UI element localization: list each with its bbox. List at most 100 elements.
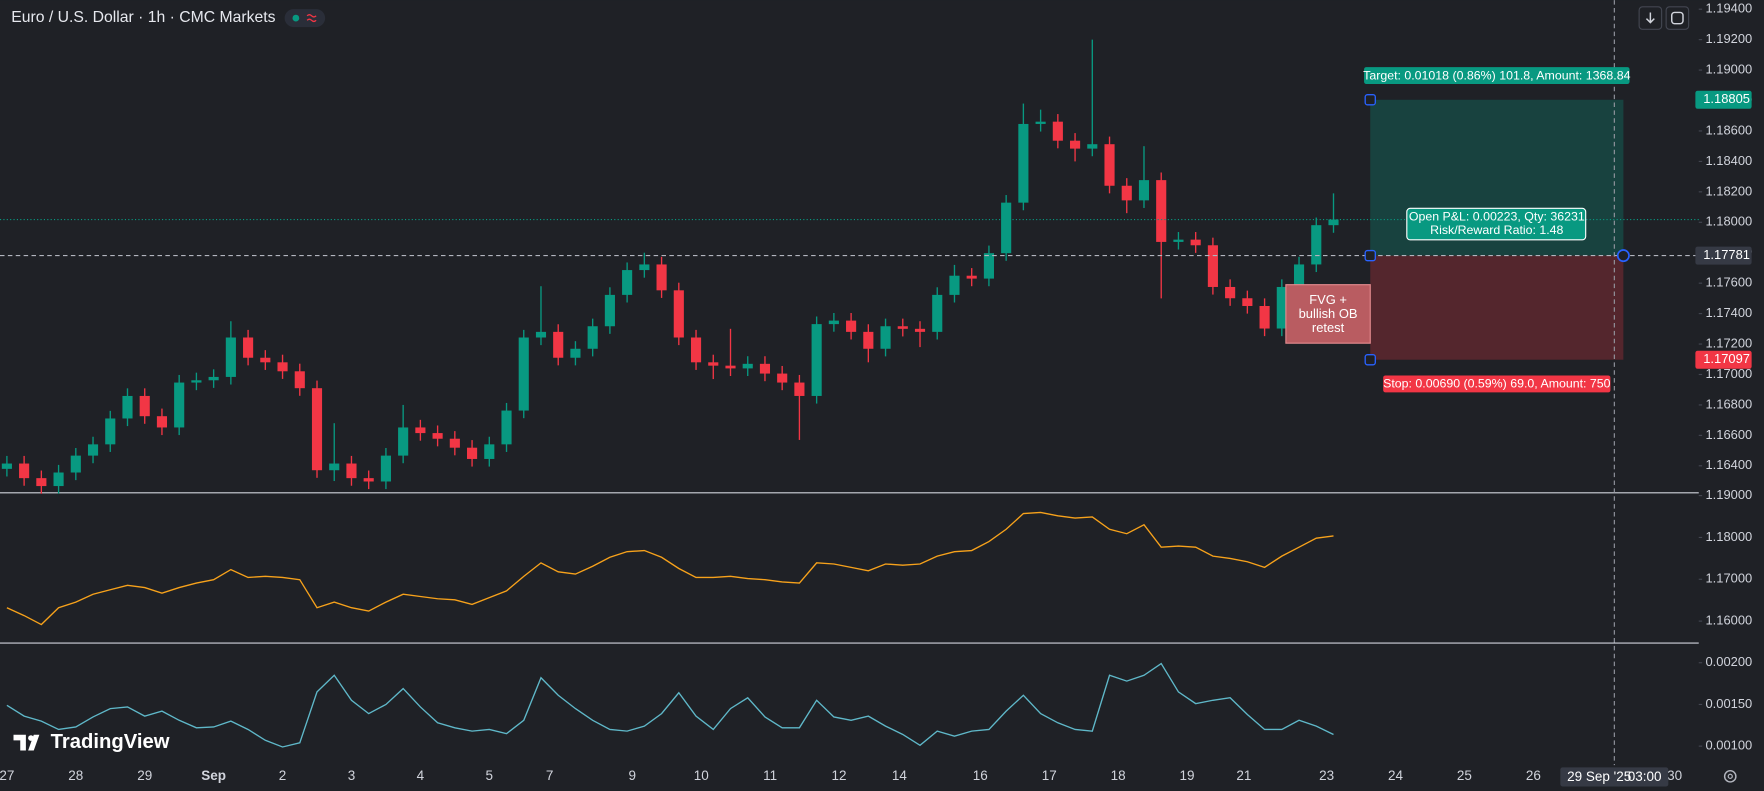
candle-body bbox=[1035, 121, 1046, 124]
annotation-text: retest bbox=[1312, 320, 1345, 335]
candle-body bbox=[708, 362, 719, 366]
candle-body bbox=[587, 326, 598, 349]
target-price-bg bbox=[1695, 90, 1752, 109]
x-tick-label: 16 bbox=[973, 768, 988, 783]
target-price-label: 1.18805 bbox=[1703, 91, 1750, 106]
x-tick-label: Sep bbox=[201, 768, 226, 783]
fullscreen-icon bbox=[1671, 11, 1684, 25]
candle-body bbox=[1173, 239, 1184, 242]
candle-body bbox=[656, 264, 667, 291]
crosshair-date: 29 Sep '25 bbox=[1567, 769, 1631, 784]
settings-button[interactable] bbox=[1723, 769, 1737, 783]
y-tick-label: 1.19200 bbox=[1706, 31, 1753, 46]
candle-body bbox=[518, 337, 529, 411]
candle-body bbox=[983, 253, 994, 279]
y-tick-label: 1.17200 bbox=[1706, 335, 1753, 350]
x-tick-label: 2 bbox=[279, 768, 287, 783]
candle-body bbox=[1259, 305, 1270, 329]
y-tick-label: 1.16800 bbox=[1706, 396, 1753, 411]
x-tick-label: 18 bbox=[1111, 768, 1126, 783]
x-tick-label: 3 bbox=[348, 768, 356, 783]
candle-body bbox=[604, 294, 615, 327]
candle-body bbox=[277, 362, 288, 372]
candle-body bbox=[846, 320, 857, 332]
candle-body bbox=[932, 294, 943, 332]
x-tick-label: 26 bbox=[1526, 768, 1541, 783]
candle-body bbox=[87, 444, 99, 456]
candle-body bbox=[19, 463, 30, 479]
position-handle bbox=[1364, 353, 1376, 366]
candle-body bbox=[742, 363, 753, 369]
y-tick-label: 0.00150 bbox=[1706, 696, 1753, 711]
watermark-logo-dot bbox=[28, 735, 34, 741]
target-label-bg bbox=[1364, 67, 1630, 85]
x-tick-label: 12 bbox=[832, 768, 847, 783]
candle-body bbox=[1156, 180, 1167, 242]
candle-body bbox=[36, 478, 47, 487]
y-tick-label: 1.17600 bbox=[1706, 275, 1753, 290]
candle-body bbox=[1138, 180, 1150, 201]
y-tick-label: 1.17000 bbox=[1706, 366, 1753, 381]
pill-dot bbox=[292, 14, 300, 22]
x-tick-label: 17 bbox=[1042, 768, 1057, 783]
candle-body bbox=[673, 290, 684, 338]
x-tick-label: 19 bbox=[1180, 768, 1195, 783]
x-tick-label: 10 bbox=[694, 768, 709, 783]
download-icon bbox=[1645, 12, 1655, 24]
annotation-box bbox=[1285, 284, 1371, 344]
series-line bbox=[6, 662, 1334, 748]
candle-body bbox=[174, 382, 185, 428]
candle-body bbox=[484, 444, 495, 459]
candle-body bbox=[1, 463, 12, 469]
x-tick-label: 25 bbox=[1457, 768, 1472, 783]
candle-body bbox=[380, 455, 391, 482]
candle-body bbox=[1001, 202, 1012, 254]
rr-label: Risk/Reward Ratio: 1.48 bbox=[1430, 223, 1563, 237]
candle-body bbox=[880, 326, 891, 349]
x-tick-label: 27 bbox=[0, 768, 14, 783]
candle-body bbox=[1070, 140, 1081, 149]
x-tick-label: 7 bbox=[546, 768, 554, 783]
candle-body bbox=[1293, 264, 1305, 287]
y-tick-label: 1.18400 bbox=[1706, 153, 1753, 168]
candle-body bbox=[208, 376, 219, 381]
candle-body bbox=[243, 337, 254, 358]
candle-body bbox=[449, 438, 460, 448]
candle-body bbox=[294, 371, 305, 389]
candle-body bbox=[1190, 239, 1201, 246]
candle-body bbox=[828, 320, 839, 325]
fullscreen-button[interactable] bbox=[1665, 6, 1690, 30]
candle-body bbox=[225, 337, 236, 377]
entry-price-bg bbox=[1695, 246, 1752, 265]
watermark-text: TradingView bbox=[51, 731, 170, 753]
candle-body bbox=[156, 416, 168, 428]
y-tick-label: 1.19400 bbox=[1706, 1, 1753, 16]
x-tick-label: 30 bbox=[1667, 768, 1682, 783]
x-tick-label: 11 bbox=[763, 768, 777, 783]
candle-body bbox=[622, 270, 633, 295]
pill-bg bbox=[284, 9, 326, 28]
indicator-pill[interactable] bbox=[284, 9, 326, 28]
candle-body bbox=[966, 275, 977, 279]
candle-body bbox=[759, 363, 771, 374]
crosshair-time: 03:00 bbox=[1628, 769, 1662, 784]
candle-body bbox=[914, 328, 926, 332]
candle-body bbox=[311, 388, 323, 471]
candle-body bbox=[260, 357, 271, 363]
position-handle bbox=[1616, 249, 1630, 263]
candle-body bbox=[363, 478, 374, 482]
candle-body bbox=[467, 447, 478, 459]
x-tick-label: 14 bbox=[892, 768, 908, 783]
candle-body bbox=[329, 463, 340, 471]
pnl-label: Open P&L: 0.00223, Qty: 36231 bbox=[1409, 210, 1585, 224]
candle-body bbox=[1328, 219, 1339, 226]
position-handle bbox=[1364, 94, 1376, 106]
x-tick-label: 9 bbox=[629, 768, 637, 783]
candle-body bbox=[139, 395, 150, 417]
y-tick-label: 1.16400 bbox=[1706, 457, 1753, 472]
settings-icon-center bbox=[1727, 773, 1733, 779]
candle-body bbox=[432, 433, 443, 439]
candle-body bbox=[1121, 185, 1132, 201]
